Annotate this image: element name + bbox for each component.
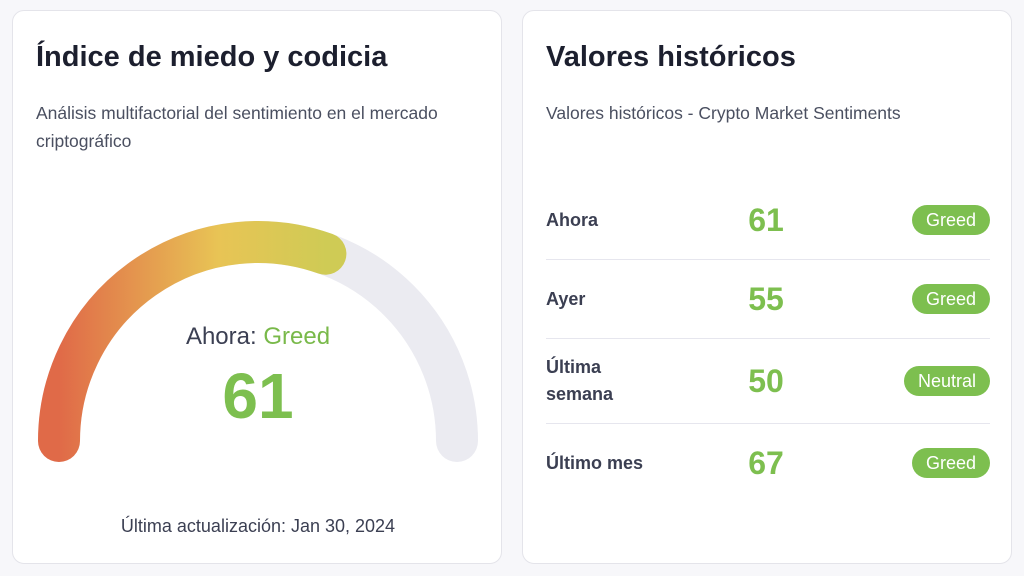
period-label: Última semana [546,357,614,404]
period-value: 61 [748,201,784,238]
fear-greed-index-card: Índice de miedo y codicia Análisis multi… [12,10,502,564]
card-title: Valores históricos [546,41,796,73]
status-badge: Greed [911,448,990,478]
gauge-fill [38,221,347,462]
history-row: Ayer 55 Greed [546,260,990,339]
status-badge: Greed [911,284,990,314]
last-updated: Última actualización: Jan 30, 2024 [120,516,396,536]
current-status: Ahora: Greed [13,323,503,351]
status-badge: Greed [911,205,990,235]
now-status: Greed [263,323,331,350]
card-title: Índice de miedo y codicia [36,41,388,73]
history-row: Último mes 67 Greed [546,424,990,502]
period-value: 67 [748,444,784,481]
period-label: Último mes [546,452,644,473]
card-subtitle: Análisis multifactorial del sentimiento … [36,103,438,151]
historical-values-card: Valores históricos Valores históricos - … [522,10,1012,564]
period-label: Ahora [546,209,599,230]
now-label: Ahora: [185,323,257,350]
history-row: Ahora 61 Greed [546,181,990,260]
history-list: Ahora 61 Greed Ayer 55 Greed Última sema… [546,181,990,502]
sentiment-gauge [38,221,478,462]
period-value: 55 [748,280,784,317]
period-label: Ayer [546,288,586,309]
index-value: 61 [222,360,294,432]
card-subtitle: Valores históricos - Crypto Market Senti… [546,103,901,123]
status-badge: Neutral [903,366,990,396]
period-value: 50 [748,362,784,399]
history-row: Última semana 50 Neutral [546,339,990,424]
